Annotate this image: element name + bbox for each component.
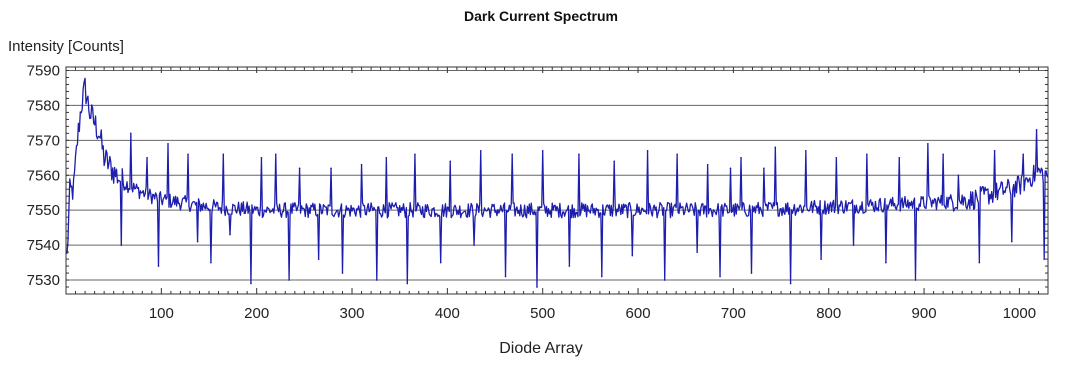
spike-point xyxy=(542,150,544,152)
spike-point xyxy=(790,283,792,285)
spike-point xyxy=(223,154,225,156)
spike-point xyxy=(511,154,513,156)
spike-point xyxy=(885,262,887,264)
spike-point xyxy=(210,262,212,264)
spike-point xyxy=(740,157,742,159)
y-tick-label: 7590 xyxy=(27,62,60,79)
spike-point xyxy=(805,150,807,152)
y-tick-label: 7570 xyxy=(27,132,60,149)
x-tick-label: 200 xyxy=(244,305,269,322)
spike-point xyxy=(775,147,777,149)
spike-point xyxy=(288,279,290,281)
spike-point xyxy=(751,272,753,274)
spike-point xyxy=(197,241,199,243)
spike-point xyxy=(275,154,277,156)
spike-point xyxy=(505,276,507,278)
spike-point xyxy=(1011,241,1013,243)
spike-point xyxy=(647,150,649,152)
plot-frame xyxy=(66,67,1048,294)
y-tick-label: 7550 xyxy=(27,202,60,219)
spike-point xyxy=(763,167,765,169)
spike-point xyxy=(632,255,634,257)
spike-point xyxy=(676,154,678,156)
spike-point xyxy=(898,157,900,159)
spike-point xyxy=(342,272,344,274)
spike-point xyxy=(613,160,615,162)
y-tick-label: 7580 xyxy=(27,97,60,114)
x-tick-label: 800 xyxy=(816,305,841,322)
spike-point xyxy=(578,154,580,156)
spike-point xyxy=(958,174,960,176)
spike-point xyxy=(187,154,189,156)
x-tick-label: 300 xyxy=(340,305,365,322)
spike-point xyxy=(820,258,822,260)
spike-point xyxy=(250,283,252,285)
x-tick-label: 700 xyxy=(721,305,746,322)
spike-point xyxy=(261,157,263,159)
spike-point xyxy=(386,157,388,159)
x-tick-label: 100 xyxy=(149,305,174,322)
spike-point xyxy=(664,279,666,281)
spike-point xyxy=(473,244,475,246)
spike-point xyxy=(836,157,838,159)
spike-point xyxy=(167,143,169,145)
spike-point xyxy=(719,276,721,278)
y-tick-label: 7560 xyxy=(27,167,60,184)
spike-point xyxy=(229,234,231,236)
spike-point xyxy=(994,150,996,152)
spike-point xyxy=(696,251,698,253)
spike-point xyxy=(853,244,855,246)
x-tick-label: 900 xyxy=(912,305,937,322)
spike-point xyxy=(707,164,709,166)
spike-point xyxy=(440,262,442,264)
spike-point xyxy=(927,143,929,145)
spike-point xyxy=(330,167,332,169)
spike-point xyxy=(1043,258,1045,260)
spike-point xyxy=(1036,129,1038,131)
spike-point xyxy=(915,279,917,281)
y-tick-label: 7540 xyxy=(27,237,60,254)
spike-point xyxy=(569,265,571,267)
spike-point xyxy=(866,154,868,156)
spike-point xyxy=(536,286,538,288)
series-line xyxy=(67,78,1048,287)
x-tick-label: 500 xyxy=(530,305,555,322)
spike-point xyxy=(146,157,148,159)
spike-point xyxy=(601,276,603,278)
spike-point xyxy=(480,150,482,152)
spike-point xyxy=(407,283,409,285)
spike-point xyxy=(449,160,451,162)
x-tick-label: 600 xyxy=(626,305,651,322)
spike-point xyxy=(130,133,132,135)
spike-point xyxy=(299,167,301,169)
spike-point xyxy=(158,265,160,267)
spike-point xyxy=(942,154,944,156)
spike-point xyxy=(730,167,732,169)
x-tick-label: 400 xyxy=(435,305,460,322)
spike-point xyxy=(979,262,981,264)
spike-point xyxy=(414,154,416,156)
y-tick-label: 7530 xyxy=(27,272,60,289)
x-tick-label: 1000 xyxy=(1003,305,1036,322)
spike-point xyxy=(1022,154,1024,156)
spike-point xyxy=(120,244,122,246)
spike-point xyxy=(318,258,320,260)
spike-point xyxy=(376,279,378,281)
spike-point xyxy=(361,164,363,166)
